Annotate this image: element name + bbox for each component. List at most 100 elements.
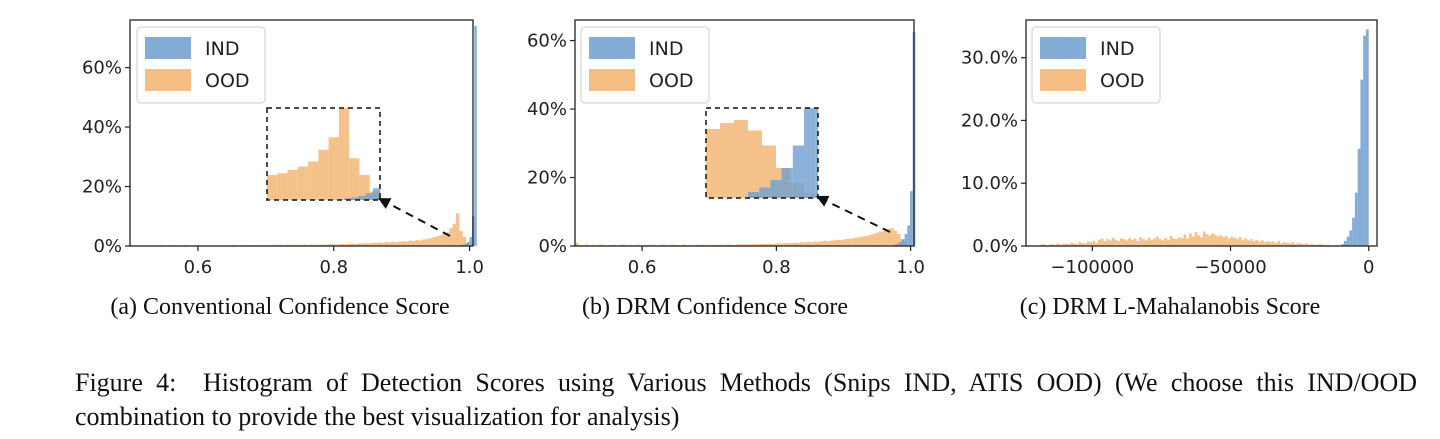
- x-tick-label: 0: [1363, 257, 1374, 278]
- bar-ood: [1269, 242, 1272, 246]
- bar-ood: [1144, 240, 1148, 246]
- bar-ood: [377, 242, 382, 246]
- bar-ood: [1258, 241, 1261, 246]
- bar-ood: [816, 241, 821, 246]
- zoom-arrow-head: [816, 195, 830, 207]
- chart-c: 0.0% 10.0% 20.0% 30.0% −100000 −50000 0 IND OOD: [961, 19, 1378, 278]
- bar-ood: [759, 243, 763, 246]
- inset-bar-ood: [734, 120, 748, 198]
- bar-ood: [1305, 243, 1308, 246]
- y-tick-label: 40%: [527, 99, 567, 120]
- bar-ood: [1078, 242, 1082, 246]
- bar-ood: [783, 243, 787, 246]
- bar-ood: [1238, 237, 1242, 246]
- bar-ood: [357, 243, 361, 246]
- bar-ood: [880, 231, 884, 246]
- bar-ood: [843, 239, 847, 246]
- bar-ind: [1343, 240, 1347, 246]
- bar-ood: [575, 242, 579, 246]
- bar-ood: [1244, 238, 1248, 246]
- inset-bars: [267, 108, 387, 200]
- bar-ood: [391, 241, 395, 246]
- inset-bar-ind: [380, 175, 387, 200]
- bar-ood: [672, 244, 676, 246]
- bar-ood: [1233, 237, 1237, 246]
- bar-ood: [887, 228, 891, 246]
- bar-ood: [870, 234, 874, 246]
- bar-ood: [682, 244, 686, 246]
- bar-ood: [371, 242, 375, 246]
- bar-ood: [1216, 236, 1220, 246]
- caption-text: Histogram of Detection Scores using Vari…: [75, 368, 1418, 431]
- legend-label-ind: IND: [649, 38, 683, 60]
- bar-ind: [907, 225, 910, 246]
- bar-ood: [1064, 243, 1068, 246]
- bar-ood: [883, 230, 888, 246]
- bar-ind: [909, 191, 913, 246]
- bar-ood: [1302, 244, 1306, 246]
- inset-bar-ind: [804, 108, 816, 198]
- bar-ood: [1274, 242, 1278, 246]
- series-ind: [893, 31, 916, 246]
- bar-ood: [1213, 234, 1217, 246]
- legend-swatch-ind: [145, 37, 191, 59]
- bar-ood: [330, 244, 334, 246]
- bar-ind: [901, 239, 905, 246]
- inset-bar-ood: [277, 173, 288, 200]
- bar-ood: [746, 244, 750, 246]
- series-ood: [1039, 231, 1339, 246]
- subcaption-b: (b) DRM Confidence Score: [582, 294, 848, 320]
- bar-ood: [1128, 237, 1132, 246]
- zoom-inset: [266, 107, 451, 237]
- bar-ood: [826, 241, 831, 246]
- bar-ood: [1296, 242, 1300, 246]
- bar-ood: [712, 244, 716, 246]
- bar-ood: [773, 243, 777, 246]
- bar-ood: [1089, 242, 1093, 246]
- bar-ood: [1197, 235, 1201, 246]
- bar-ood: [873, 233, 878, 246]
- bar-ind: [1357, 148, 1361, 246]
- bar-ood: [796, 242, 800, 246]
- bar-ood: [726, 244, 730, 246]
- bar-ood: [408, 240, 412, 246]
- bar-ood: [1277, 240, 1281, 246]
- bar-ood: [1125, 240, 1129, 246]
- bar-ood: [860, 236, 864, 246]
- legend-swatch-ood: [589, 69, 635, 91]
- bar-ood: [452, 223, 457, 246]
- bar-ood: [752, 243, 757, 246]
- x-tick-label: −50000: [1194, 257, 1266, 278]
- inset-bar-ood: [328, 137, 339, 200]
- bar-ood: [1061, 244, 1065, 246]
- bar-ind: [1352, 217, 1355, 246]
- bar-ood: [749, 244, 753, 246]
- inset-bar-ood: [338, 108, 350, 200]
- bar-ood: [428, 238, 433, 246]
- bar-ood: [1150, 239, 1154, 246]
- bar-ind: [1349, 230, 1353, 246]
- bar-ind: [467, 241, 470, 246]
- zoom-inset: [705, 107, 891, 233]
- bar-ood: [1169, 235, 1173, 246]
- bar-ood: [1147, 237, 1151, 246]
- y-tick-label: 20%: [527, 168, 567, 189]
- bar-ood: [411, 240, 416, 246]
- chart-a: 0% 20% 40% 60% 0.6 0.8 1.0 IND OOD: [82, 19, 484, 278]
- x-tick-label: 1.0: [455, 257, 484, 278]
- bar-ood: [1092, 240, 1096, 246]
- zoom-arrow-line: [381, 199, 451, 237]
- bar-ood: [1172, 238, 1176, 246]
- bar-ood: [1271, 241, 1275, 246]
- bar-ood: [897, 234, 901, 246]
- bar-ood: [418, 240, 423, 246]
- bar-ood: [360, 243, 365, 246]
- bar-ood: [856, 237, 861, 246]
- bar-ind: [474, 25, 477, 246]
- bar-ood: [1260, 240, 1264, 246]
- bar-ood: [1139, 237, 1143, 246]
- inset-bar-ind: [365, 193, 373, 200]
- bar-ood: [739, 244, 743, 246]
- bar-ood: [1158, 239, 1162, 246]
